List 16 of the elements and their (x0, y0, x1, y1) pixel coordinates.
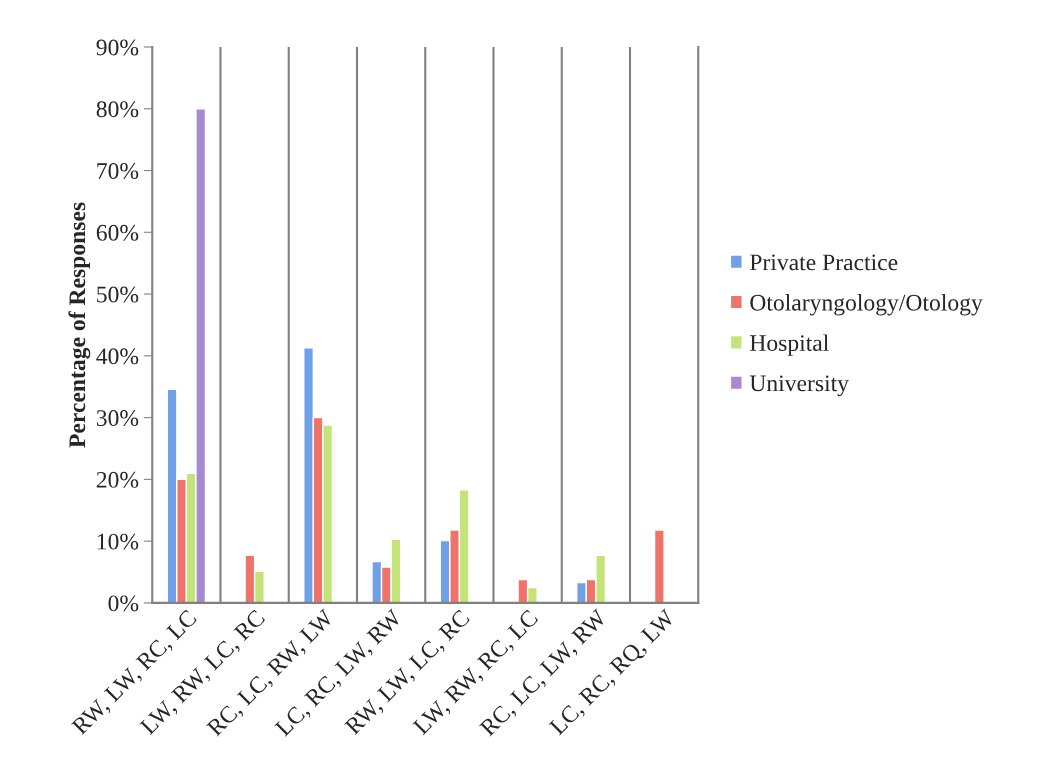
y-tick-label: 10% (97, 533, 139, 550)
y-tick-label: 50% (97, 286, 139, 303)
y-axis-title: Percentage of Responses (68, 202, 91, 448)
y-tick-label: 60% (96, 224, 139, 241)
legend-label: Otolaryngology/Otology (750, 294, 983, 316)
legend-label: Hospital (749, 334, 829, 356)
y-tick-label: 0% (108, 595, 139, 612)
bar (653, 529, 665, 603)
y-tick-label: 70% (97, 163, 139, 180)
y-tick-label: 30% (96, 410, 139, 427)
y-tick-label: 40% (96, 348, 139, 365)
legend-label: University (749, 375, 849, 397)
legend-label: Private Practice (749, 254, 898, 271)
y-tick-label: 90% (96, 39, 139, 56)
y-tick-label: 20% (96, 471, 139, 488)
y-tick-label: 80% (96, 101, 139, 118)
